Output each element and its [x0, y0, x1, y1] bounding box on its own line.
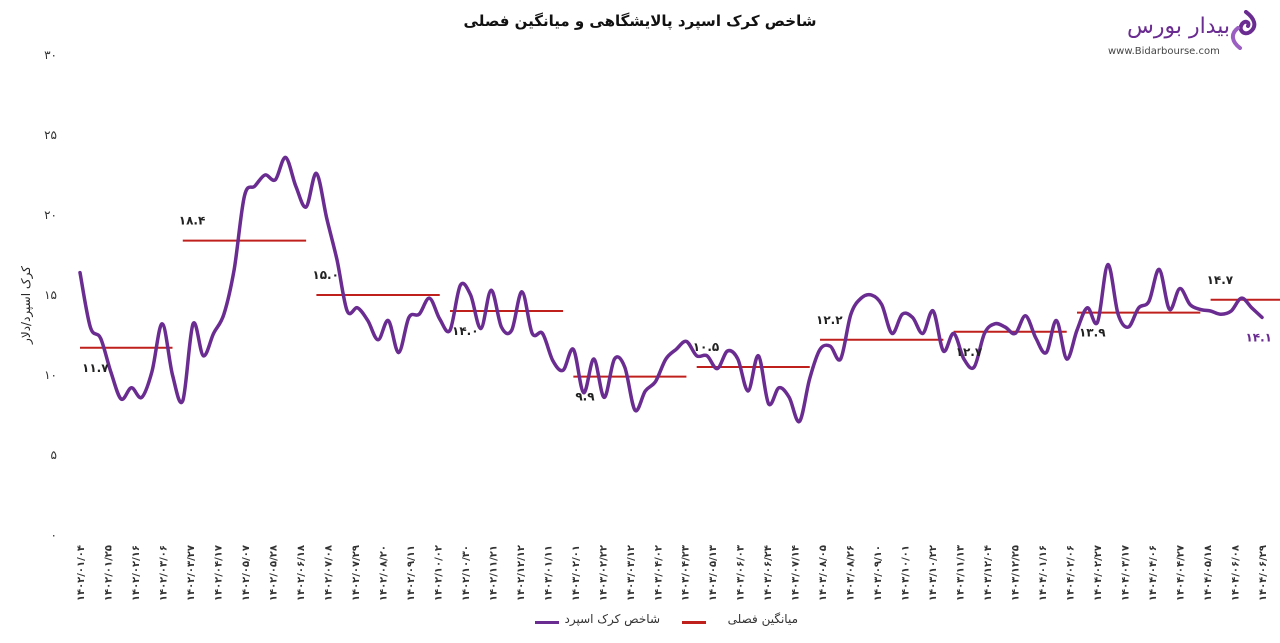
legend-label-index: شاخص کرک اسپرد — [564, 612, 660, 626]
average-label: ۱۱.۷ — [82, 361, 109, 375]
brand-logo: بیدار بورس www.Bidarbourse.com — [1108, 8, 1268, 63]
average-label: ۱۳.۹ — [1079, 326, 1106, 340]
x-tick-label: ۱۴۰۳/۱۰/۲۲ — [928, 545, 939, 601]
brand-logo-url: www.Bidarbourse.com — [1108, 46, 1220, 57]
x-tick-label: ۱۴۰۲/۰۴/۱۷ — [213, 545, 224, 601]
plot-area: ۰ ۵ ۱۰ ۱۵ ۲۰ ۲۵ ۳۰ کرک اسپرد/دلار ۱۴۰۲/۰۱/۰۴ ۱۴۰۲… — [19, 48, 1280, 601]
x-tick-label: ۱۴۰۲/۰۶/۱۸ — [296, 545, 307, 601]
legend-swatch-average — [682, 621, 706, 624]
x-tick-label: ۱۴۰۴/۰۲/۰۶ — [1066, 545, 1077, 601]
x-tick-label: ۱۴۰۳/۰۹/۱۰ — [873, 545, 884, 601]
y-tick-label: ۲۵ — [44, 128, 57, 142]
x-tick-label: ۱۴۰۲/۰۵/۰۷ — [241, 545, 252, 601]
x-tick-label: ۱۴۰۴/۰۶/۰۸ — [1231, 545, 1242, 601]
x-tick-label: ۱۴۰۴/۰۲/۲۷ — [1093, 545, 1104, 601]
average-label: ۱۵.۰ — [312, 268, 339, 282]
x-tick-label: ۱۴۰۳/۱۱/۱۳ — [956, 545, 967, 601]
x-tick-label: ۱۴۰۲/۱۰/۰۲ — [433, 545, 444, 601]
x-tick-label: ۱۴۰۲/۱۱/۲۱ — [488, 545, 499, 601]
y-tick-label: ۱۰ — [44, 368, 57, 382]
x-tick-label: ۱۴۰۳/۰۵/۱۳ — [708, 545, 719, 601]
x-tick-label: ۱۴۰۳/۰۷/۱۴ — [791, 545, 802, 601]
average-label: ۱۲.۷ — [956, 345, 983, 359]
x-tick-label: ۱۴۰۳/۰۱/۱۱ — [543, 545, 554, 601]
x-tick-label: ۱۴۰۴/۰۳/۱۷ — [1121, 545, 1132, 601]
x-tick-label: ۱۴۰۲/۰۸/۲۰ — [378, 545, 389, 601]
x-tick-label: ۱۴۰۴/۰۵/۱۸ — [1203, 545, 1214, 601]
y-tick-label: ۲۰ — [44, 208, 57, 222]
final-value-label: ۱۴.۱ — [1245, 330, 1272, 344]
legend-swatch-index — [535, 621, 559, 624]
chart-title: شاخص کرک اسپرد پالایشگاهی و میانگین فصلی — [463, 12, 817, 30]
x-tick-label: ۱۴۰۳/۱۰/۰۱ — [901, 545, 912, 601]
x-tick-label: ۱۴۰۲/۰۱/۲۵ — [103, 545, 114, 601]
x-tick-label: ۱۴۰۳/۰۳/۱۲ — [626, 545, 637, 601]
x-tick-label: ۱۴۰۴/۰۴/۰۶ — [1148, 545, 1159, 601]
x-tick-label: ۱۴۰۲/۰۵/۲۸ — [268, 545, 279, 601]
x-tick-label: ۱۴۰۳/۰۸/۰۵ — [818, 545, 829, 601]
x-tick-label: ۱۴۰۳/۰۴/۰۲ — [653, 545, 664, 601]
x-tick-label: ۱۴۰۲/۰۷/۰۸ — [323, 545, 334, 601]
x-tick-label: ۱۴۰۳/۰۴/۲۳ — [681, 545, 692, 601]
x-tick-label: ۱۴۰۳/۰۸/۲۶ — [846, 545, 857, 601]
x-tick-label: ۱۴۰۲/۱۰/۳۰ — [461, 545, 472, 601]
y-tick-label: ۱۵ — [44, 288, 57, 302]
x-tick-label: ۱۴۰۴/۰۱/۱۶ — [1038, 545, 1049, 601]
x-tick-label: ۱۴۰۲/۱۲/۱۲ — [516, 545, 527, 601]
y-axis-label: کرک اسپرد/دلار — [19, 266, 34, 345]
x-tick-label: ۱۴۰۳/۰۶/۰۳ — [736, 545, 747, 601]
x-tick-label: ۱۴۰۲/۰۲/۱۶ — [131, 545, 142, 601]
x-tick-label: ۱۴۰۴/۰۴/۲۷ — [1176, 545, 1187, 601]
x-tick-label: ۱۴۰۲/۰۳/۲۷ — [186, 545, 197, 601]
x-tick-label: ۱۴۰۲/۰۱/۰۴ — [76, 545, 87, 601]
brand-logo-name: بیدار بورس — [1126, 14, 1230, 39]
x-tick-label: ۱۴۰۲/۰۷/۲۹ — [351, 545, 362, 601]
x-tick-label: ۱۴۰۲/۰۳/۰۶ — [158, 545, 169, 601]
x-tick-label: ۱۴۰۳/۰۲/۲۲ — [598, 545, 609, 601]
average-label: ۱۸.۴ — [179, 214, 206, 228]
brand-logo-icon — [1231, 10, 1257, 50]
average-label: ۱۰.۵ — [693, 340, 720, 354]
y-tick-label: ۳۰ — [44, 48, 57, 62]
average-label: ۱۲.۲ — [816, 313, 843, 327]
series-line-crack-spread — [78, 155, 1264, 424]
x-tick-label: ۱۴۰۳/۱۲/۰۴ — [983, 545, 994, 601]
average-label: ۱۴.۷ — [1207, 273, 1234, 287]
x-tick-label: ۱۴۰۳/۰۲/۰۱ — [571, 545, 582, 601]
x-tick-label: ۱۴۰۴/۰۶/۲۹ — [1258, 545, 1269, 601]
y-tick-label: ۵ — [51, 448, 57, 462]
y-tick-label: ۰ — [51, 528, 57, 542]
x-tick-label: ۱۴۰۲/۰۹/۱۱ — [406, 545, 417, 601]
average-label: ۱۴.۰ — [452, 324, 479, 338]
legend: شاخص کرک اسپرد میانگین فصلی — [0, 612, 1280, 632]
x-tick-label: ۱۴۰۳/۱۲/۲۵ — [1011, 545, 1022, 601]
legend-label-average: میانگین فصلی — [727, 612, 798, 626]
x-tick-label: ۱۴۰۳/۰۶/۲۴ — [763, 545, 774, 601]
average-label: ۹.۹ — [575, 390, 595, 404]
